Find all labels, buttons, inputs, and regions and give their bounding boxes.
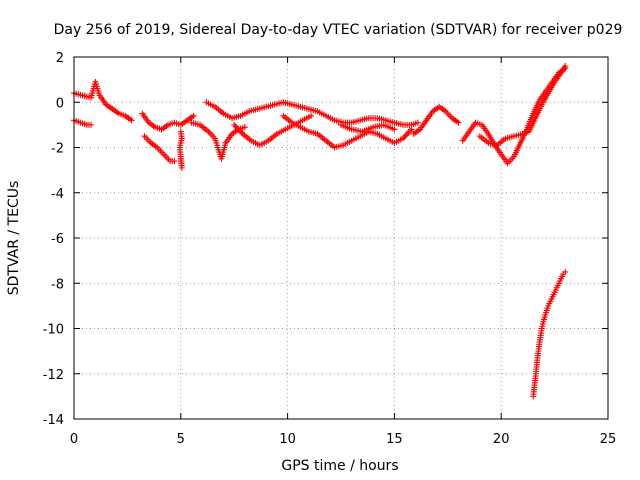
series-track-a: [71, 78, 135, 124]
y-tick-label: -4: [51, 187, 64, 202]
y-tick-label: -6: [51, 232, 64, 247]
x-tick-label: 15: [386, 432, 403, 447]
series-track-e: [176, 128, 185, 171]
data-point: [128, 117, 135, 124]
data-marks: [71, 63, 569, 400]
data-point: [414, 119, 421, 126]
y-tick-label: -8: [51, 277, 64, 292]
data-point: [562, 63, 569, 70]
data-point: [308, 112, 315, 119]
series-track-m: [476, 63, 569, 149]
x-tick-label: 5: [177, 432, 185, 447]
y-tick-label: -10: [43, 323, 64, 338]
series-track-j: [338, 121, 398, 135]
series-track-n: [530, 268, 569, 400]
x-tick-label: 10: [279, 432, 296, 447]
data-point: [241, 124, 248, 131]
data-point: [190, 112, 197, 119]
x-tick-label: 25: [600, 432, 617, 447]
x-tick-label: 0: [70, 432, 78, 447]
series-track-k: [410, 103, 462, 137]
data-point: [562, 268, 569, 275]
x-tick-label: 20: [493, 432, 510, 447]
y-tick-label: -12: [43, 368, 64, 383]
series-track-g: [203, 99, 421, 128]
series-track-f: [188, 119, 248, 162]
chart-title: Day 256 of 2019, Sidereal Day-to-day VTE…: [54, 22, 623, 38]
grid-layer: [74, 57, 608, 419]
y-axis-label: SDTVAR / TECUs: [6, 181, 22, 296]
y-tick-label: 0: [56, 96, 64, 111]
series-track-c: [139, 110, 197, 133]
series-track-d: [141, 133, 178, 165]
data-point: [408, 126, 415, 133]
data-point: [88, 121, 95, 128]
plot-frame: [73, 56, 609, 420]
data-point: [177, 128, 184, 135]
y-tick-label: 2: [56, 51, 64, 66]
y-tick-label: -2: [51, 142, 64, 157]
data-point: [455, 119, 462, 126]
y-tick-label: -14: [43, 413, 64, 428]
x-axis-label: GPS time / hours: [281, 458, 398, 474]
data-point: [391, 126, 398, 133]
series-track-i: [280, 112, 415, 151]
series-track-h: [231, 112, 315, 149]
data-point: [171, 158, 178, 165]
